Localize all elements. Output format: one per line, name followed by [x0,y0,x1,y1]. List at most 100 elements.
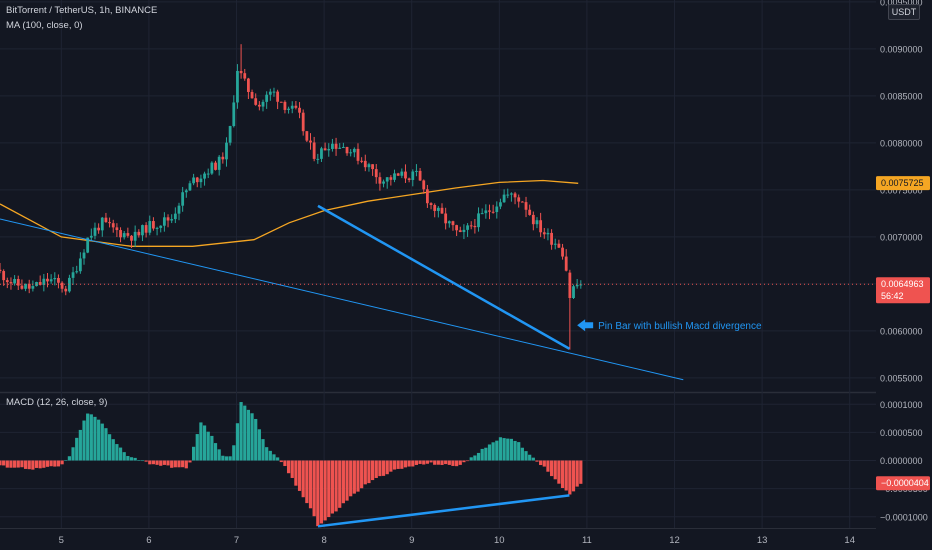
macd-histogram-bar [370,460,375,481]
candle [13,275,17,286]
long-support-trendline [0,218,684,381]
candle [272,87,276,97]
macd-histogram-bar [334,460,338,512]
candle [49,274,53,284]
candle [89,228,93,242]
macd-histogram-bar [64,460,68,461]
candle [312,136,316,162]
macd-histogram-bar [78,429,82,461]
macd-histogram-bar [144,460,148,462]
macd-histogram-bar [330,460,335,514]
candle [250,89,254,99]
candle [210,161,214,175]
candle [378,172,382,191]
svg-text:−0.0000404: −0.0000404 [881,478,929,488]
time-tick-label: 6 [146,535,151,546]
candle [396,172,400,176]
macd-histogram-bar [239,402,243,461]
candle [214,160,217,171]
candle [184,188,188,198]
candle [192,173,196,186]
price-tick-label: 0.0070000 [880,232,923,242]
time-tick-label: 9 [409,535,414,546]
candles-layer [0,44,583,350]
macd-histogram-bar [126,456,130,461]
macd-histogram-bar [276,457,280,461]
time-tick-label: 8 [321,535,326,546]
candle [374,164,378,184]
time-tick-label: 12 [669,535,680,546]
candle [477,207,480,232]
macd-histogram-bar [137,460,141,461]
candle [404,164,407,183]
macd-histogram-bar [38,460,42,469]
currency-badge[interactable]: USDT [888,4,920,20]
candle [236,64,239,109]
ma-indicator-label: MA (100, close, 0) [6,20,83,31]
macd-histogram-bar [181,460,185,468]
candle [356,143,360,165]
candle [159,225,163,233]
macd-histogram-bar [42,460,46,468]
macd-divergence-line [317,494,570,528]
macd-histogram-bar [111,439,115,461]
candle [345,146,349,156]
macd-histogram-bar [20,460,24,468]
candle [520,201,524,203]
macd-histogram-bar [188,460,192,463]
candle [473,219,477,234]
candle [294,100,298,110]
candle [407,177,411,183]
macd-histogram-bar [513,440,517,461]
candle [31,280,35,292]
candle [506,188,510,199]
candle [254,93,258,106]
macd-histogram-bar [254,418,258,461]
macd-histogram-bar [308,460,313,509]
candle [122,230,126,240]
macd-histogram-bar [195,434,199,461]
candle [119,227,122,243]
price-tick-label: 0.0090000 [880,44,923,54]
candle [433,203,437,218]
candle [144,222,148,238]
last-price-badge: 0.0064963 56:42 [876,277,930,304]
macd-histogram-bar [122,452,126,461]
candle [188,180,192,191]
axes-layer: 0.0095000 0.0090000 0.0085000 0.0080000 0.00… [59,0,932,550]
candle [290,101,294,114]
macd-histogram-bar [436,460,440,465]
candle [513,191,517,205]
annotation-layer: Pin Bar with bullish Macd divergence [577,319,762,332]
candle [5,277,9,289]
macd-histogram-bar [345,460,349,501]
candle [531,211,535,231]
macd-histogram-bar [129,457,134,461]
candle [75,265,79,274]
grid-lines [0,0,932,529]
candle [484,204,488,219]
candle [162,212,166,232]
macd-histogram-bar [56,460,61,467]
candle [462,224,466,240]
macd-histogram-bar [71,447,75,461]
macd-histogram-bar [49,460,53,467]
macd-histogram-bar [155,460,159,465]
macd-histogram-bar [206,431,210,461]
macd-histogram-bar [279,460,283,463]
macd-histogram-bar [9,460,13,468]
macd-histogram-bar [400,460,404,469]
macd-histogram-bar [305,460,309,504]
macd-histogram-bar [301,460,305,498]
macd-histogram-bar [528,454,532,461]
candle [415,164,418,177]
macd-histogram-bar [560,460,565,488]
macd-histogram-bar [444,460,448,465]
macd-histogram-bar [367,460,371,484]
candle [78,252,82,274]
macd-histogram-bar [93,416,97,461]
macd-histogram-bar [509,438,514,461]
macd-histogram-bar [575,460,579,487]
macd-histogram-bar [100,423,104,461]
